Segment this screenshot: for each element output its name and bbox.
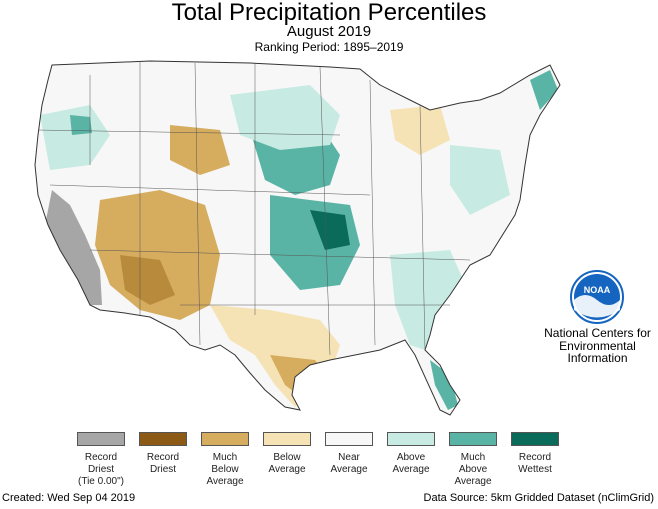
legend-item: Much Below Average	[194, 432, 256, 488]
noaa-logo: NOAA	[570, 270, 624, 324]
org-line3: Information	[567, 351, 628, 365]
florida-wet-region	[430, 360, 458, 410]
legend-label: Above Average	[380, 452, 442, 476]
legend-label: Below Average	[256, 452, 318, 476]
legend-label-line2: Driest	[149, 464, 177, 475]
legend-label-line2: Driest	[87, 464, 115, 475]
legend-label-line2: Average	[268, 464, 306, 475]
legend-label-line3: Average	[206, 476, 244, 487]
legend-label-line2: Above	[458, 464, 488, 475]
legend-swatch	[511, 432, 559, 446]
northwest-above-region	[40, 105, 110, 170]
org-line2: Environmental	[559, 338, 636, 353]
kansas-record-wet-region	[310, 210, 350, 250]
noaa-logo-text: NOAA	[584, 285, 611, 295]
organization-name: National Centers for Environmental Infor…	[540, 327, 655, 365]
legend-label: Much Above Average	[442, 452, 504, 488]
map-subtitle: August 2019	[286, 23, 372, 40]
precipitation-map	[34, 60, 561, 416]
legend-label-line1: Below	[273, 452, 301, 463]
california-record-dry-tie	[46, 190, 102, 305]
us-outline	[34, 60, 561, 416]
ranking-period: Ranking Period: 1895–2019	[254, 40, 404, 54]
data-source: Data Source: 5km Gridded Dataset (nClimG…	[423, 492, 654, 504]
legend-label-line1: Record	[84, 452, 118, 463]
legend-item: Record Driest (Tie 0.00")	[70, 432, 132, 488]
state-borders	[37, 61, 471, 356]
legend: Record Driest (Tie 0.00") Record Driest Much B…	[70, 432, 570, 494]
legend-label-line2: Below	[211, 464, 239, 475]
idaho-wyoming-dry-region	[170, 125, 230, 175]
arizona-much-dry-region	[120, 255, 175, 305]
legend-label-line1: Above	[396, 452, 426, 463]
ohio-valley-above-region	[450, 145, 510, 215]
washington-wet-region	[70, 115, 92, 135]
legend-item: Above Average	[380, 432, 442, 476]
created-date: Created: Wed Sep 04 2019	[2, 492, 136, 504]
legend-label-line1: Near	[338, 452, 360, 463]
legend-swatch	[449, 432, 497, 446]
legend-item: Below Average	[256, 432, 318, 476]
precipitation-shading	[35, 61, 560, 415]
map-title: Total Precipitation Percentiles	[171, 0, 487, 26]
legend-label: Near Average	[318, 452, 380, 476]
utah-arizona-dry-region	[148, 210, 205, 275]
legend-label: Record Driest	[132, 452, 194, 476]
legend-swatch	[139, 432, 187, 446]
legend-label: Much Below Average	[194, 452, 256, 488]
legend-label-line1: Record	[146, 452, 180, 463]
legend-label-line1: Much	[212, 452, 238, 463]
legend-label-line1: Record	[518, 452, 552, 463]
legend-item: Near Average	[318, 432, 380, 476]
legend-label: Record Driest (Tie 0.00")	[70, 452, 132, 488]
legend-label: Record Wettest	[504, 452, 566, 476]
legend-swatch	[201, 432, 249, 446]
legend-item: Record Driest	[132, 432, 194, 476]
legend-label-line3: (Tie 0.00")	[78, 476, 124, 487]
legend-item: Much Above Average	[442, 432, 504, 488]
legend-label-line2: Wettest	[518, 464, 552, 475]
org-line1: National Centers for	[544, 326, 651, 340]
legend-swatch	[263, 432, 311, 446]
legend-item: Record Wettest	[504, 432, 566, 476]
legend-swatch	[387, 432, 435, 446]
michigan-below-region	[390, 105, 450, 155]
legend-swatch	[77, 432, 125, 446]
legend-label-line2: Average	[392, 464, 430, 475]
legend-label-line2: Average	[330, 464, 368, 475]
maine-wet-region	[530, 70, 558, 110]
legend-swatch	[325, 432, 373, 446]
legend-label-line1: Much	[460, 452, 486, 463]
legend-label-line3: Average	[454, 476, 492, 487]
